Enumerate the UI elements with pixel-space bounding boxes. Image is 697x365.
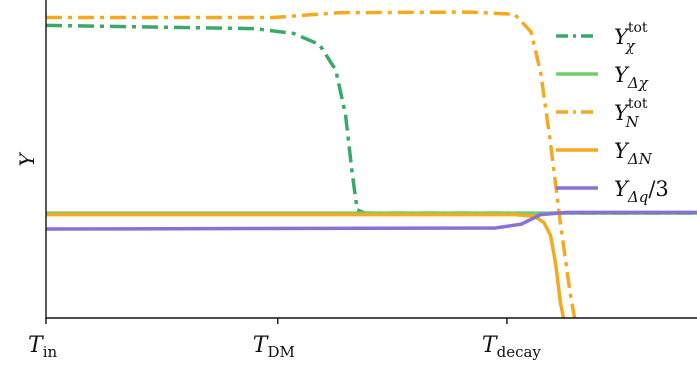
axes: Tin TDM Tdecay xyxy=(28,0,697,361)
legend-label: YΔq/3 xyxy=(614,177,669,206)
x-tick-label: Tin xyxy=(28,333,57,361)
x-tick-label: Tdecay xyxy=(482,333,542,361)
legend-label: Ytot N xyxy=(614,96,648,131)
legend-entry-Ydelta_N: YΔN xyxy=(556,139,653,168)
legend-label: Ytot χ xyxy=(614,20,648,55)
y-axis-label: Y xyxy=(15,152,39,167)
legend-label: YΔN xyxy=(614,139,653,168)
plot-area xyxy=(46,10,697,318)
series-line-Ydelta_N xyxy=(46,212,566,318)
series-line-Ychi_tot xyxy=(46,23,697,215)
series-line-Ydelta_q xyxy=(46,210,697,231)
legend-entry-Ydelta_chi: YΔχ xyxy=(556,63,649,92)
legend-entry-YN_tot: Ytot N xyxy=(556,96,648,131)
legend: Ytot χ YΔχ Ytot N YΔN YΔq/3 xyxy=(556,20,669,206)
series-line-YN_tot xyxy=(46,10,577,318)
legend-label: YΔχ xyxy=(614,63,649,92)
legend-entry-Ychi_tot: Ytot χ xyxy=(556,20,648,55)
x-tick-label: TDM xyxy=(253,333,295,361)
legend-entry-Ydelta_q: YΔq/3 xyxy=(556,177,669,206)
